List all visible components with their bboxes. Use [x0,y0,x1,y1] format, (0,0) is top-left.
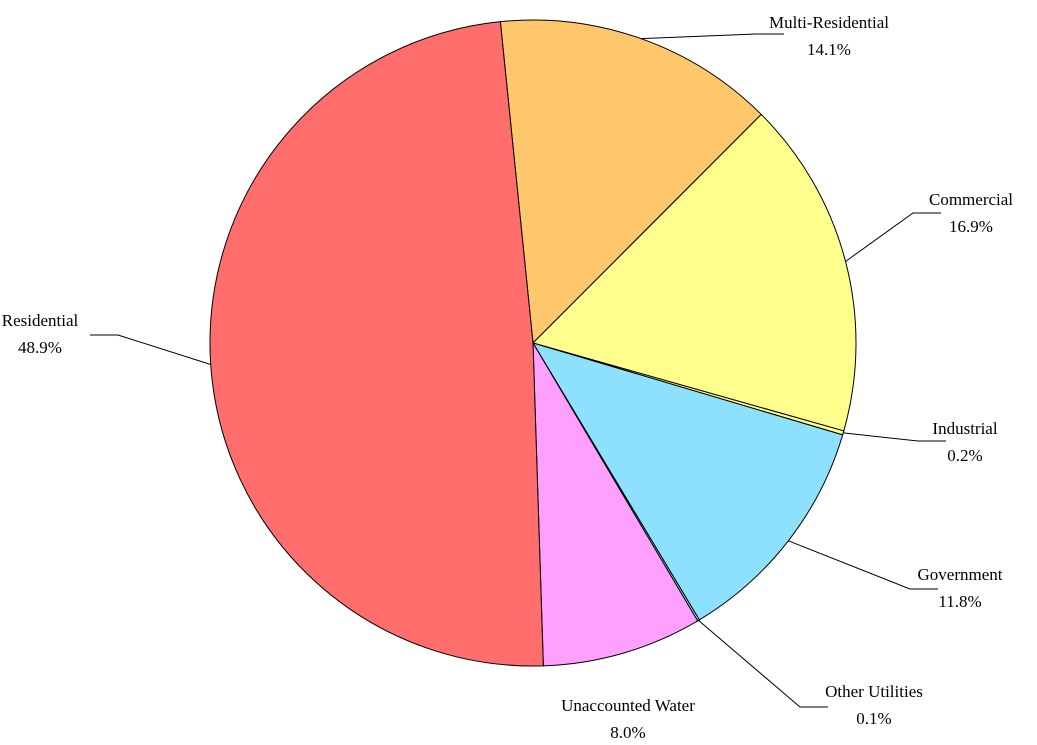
pie-slices [209,19,857,667]
leader-line-multi-residential [641,33,784,40]
slice-label-industrial: Industrial [932,419,997,438]
slice-label-unaccounted-water: Unaccounted Water [561,696,695,715]
slice-value-other-utilities: 0.1% [856,709,891,728]
slice-label-residential: Residential [2,311,79,330]
slice-value-residential: 48.9% [18,338,62,357]
slice-label-commercial: Commercial [929,190,1013,209]
leader-line-other-utilities [698,620,828,708]
slice-value-government: 11.8% [938,592,981,611]
leader-lines [90,33,946,708]
pie-slice-unaccounted-water [532,342,699,667]
pie-slice-commercial [532,113,857,432]
slice-label-other-utilities: Other Utilities [825,682,923,701]
slice-value-commercial: 16.9% [949,217,993,236]
slice-value-unaccounted-water: 8.0% [610,723,645,742]
slice-label-government: Government [918,565,1003,584]
slice-value-industrial: 0.2% [947,446,982,465]
pie-slice-residential [209,21,544,667]
leader-line-commercial [845,212,941,262]
leader-line-government [788,540,938,590]
slice-labels: Multi-Residential 14.1% Commercial 16.9% Ind… [2,13,1014,742]
leader-line-residential [90,334,211,365]
slice-value-multi-residential: 14.1% [807,40,851,59]
slice-label-multi-residential: Multi-Residential [769,13,889,32]
leader-line-industrial [843,432,946,442]
